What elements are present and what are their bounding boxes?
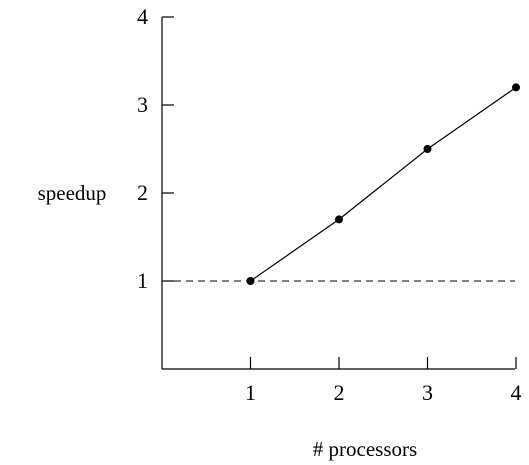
x-tick-label-1: 1 <box>245 380 256 405</box>
axes <box>161 17 515 370</box>
data-point-4 <box>512 83 520 92</box>
x-axis-label: # processors <box>313 437 417 461</box>
data-point-2 <box>335 215 343 224</box>
y-tick-label-3: 3 <box>137 92 148 117</box>
y-tick-label-2: 2 <box>137 180 148 205</box>
y-axis-label: speedup <box>38 181 107 205</box>
data-point-3 <box>423 145 432 153</box>
y-tick-label-4: 4 <box>137 4 148 29</box>
series-line <box>250 86 517 282</box>
y-tick-label-1: 1 <box>137 268 148 293</box>
data-point-1 <box>246 277 255 285</box>
x-tick-label-2: 2 <box>334 380 345 405</box>
ticks: 1 2 3 4 1 2 3 4 <box>137 4 522 405</box>
series-group <box>246 83 520 285</box>
x-tick-label-4: 4 <box>511 380 522 405</box>
x-tick-label-3: 3 <box>422 380 433 405</box>
